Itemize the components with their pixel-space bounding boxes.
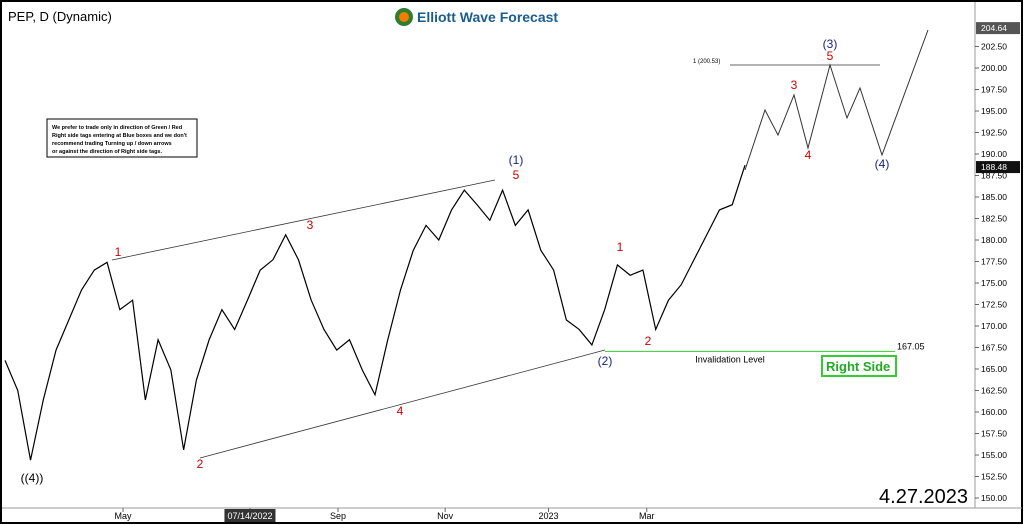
note-line: We prefer to trade only in direction of …	[52, 125, 182, 131]
date-stamp: 4.27.2023	[879, 486, 968, 508]
y-tick-label: 180.00	[981, 235, 1007, 245]
wave-label: 1	[115, 245, 122, 259]
chart-title: PEP, D (Dynamic)	[8, 9, 112, 24]
price-marker-label: 204.64	[981, 23, 1007, 33]
x-tick-label: 07/14/2022	[227, 511, 272, 521]
y-tick-label: 182.50	[981, 214, 1007, 224]
right-side-box	[821, 355, 897, 377]
y-tick-label: 192.50	[981, 128, 1007, 138]
price-line	[4, 164, 746, 461]
y-tick-label: 165.00	[981, 364, 1007, 374]
y-tick-label: 155.00	[981, 450, 1007, 460]
x-tick-label: Sep	[330, 511, 346, 521]
wave-label: 3	[307, 218, 314, 232]
wave-label: (2)	[598, 354, 613, 368]
x-tick-label: 2023	[539, 511, 559, 521]
y-tick-label: 190.00	[981, 149, 1007, 159]
wave-label: 5	[827, 49, 834, 63]
y-tick-label: 160.00	[981, 407, 1007, 417]
price-marker	[976, 22, 1020, 35]
wave-label: 2	[197, 457, 204, 471]
y-tick-label: 197.50	[981, 85, 1007, 95]
wave-label: (4)	[875, 157, 890, 171]
right-side-label: Right Side	[826, 359, 890, 374]
y-tick-label: 185.00	[981, 192, 1007, 202]
price-marker	[976, 161, 1020, 174]
y-tick-label: 202.50	[981, 42, 1007, 52]
y-tick-label: 177.50	[981, 257, 1007, 267]
price-marker-label: 188.48	[981, 162, 1007, 172]
x-tick-label: Nov	[437, 511, 454, 521]
y-tick-label: 172.50	[981, 300, 1007, 310]
wave-label: (3)	[823, 37, 838, 51]
brand: Elliott Wave Forecast	[417, 9, 558, 25]
x-tick-label: May	[115, 511, 133, 521]
y-tick-label: 152.50	[981, 472, 1007, 482]
wave-label: 4	[397, 404, 404, 418]
y-tick-label: 157.50	[981, 429, 1007, 439]
note-line: recommend trading Turning up / down arro…	[52, 141, 172, 147]
channel-line	[199, 349, 606, 459]
y-tick-label: 175.00	[981, 278, 1007, 288]
wave-label: ((4))	[21, 471, 44, 485]
wave-label: 2	[645, 334, 652, 348]
note-box	[46, 118, 198, 158]
note-line: Right side tags entering at Blue boxes a…	[52, 133, 187, 139]
y-tick-label: 150.00	[981, 493, 1007, 503]
x-tick-label: Mar	[639, 511, 655, 521]
invalidation-text: Invalidation Level	[695, 354, 765, 364]
wave-label: 1	[617, 240, 624, 254]
y-tick-label: 170.00	[981, 321, 1007, 331]
projection-path	[744, 29, 929, 171]
wave-label: 3	[791, 78, 798, 92]
y-tick-label: 195.00	[981, 106, 1007, 116]
note-line: or against the direction of Right side t…	[52, 149, 162, 155]
y-tick-label: 167.50	[981, 343, 1007, 353]
wave-label: (1)	[509, 153, 524, 167]
wave-label: 5	[513, 168, 520, 182]
y-tick-label: 187.50	[981, 171, 1007, 181]
invalidation-value: 167.05	[897, 341, 925, 351]
logo-icon	[399, 12, 409, 22]
y-tick-label: 162.50	[981, 386, 1007, 396]
x-tick-highlight	[224, 509, 276, 522]
fib-label: 1 (200.53)	[693, 59, 720, 65]
y-tick-label: 200.00	[981, 63, 1007, 73]
channel-line	[111, 179, 496, 261]
wave-label: 4	[805, 148, 812, 162]
